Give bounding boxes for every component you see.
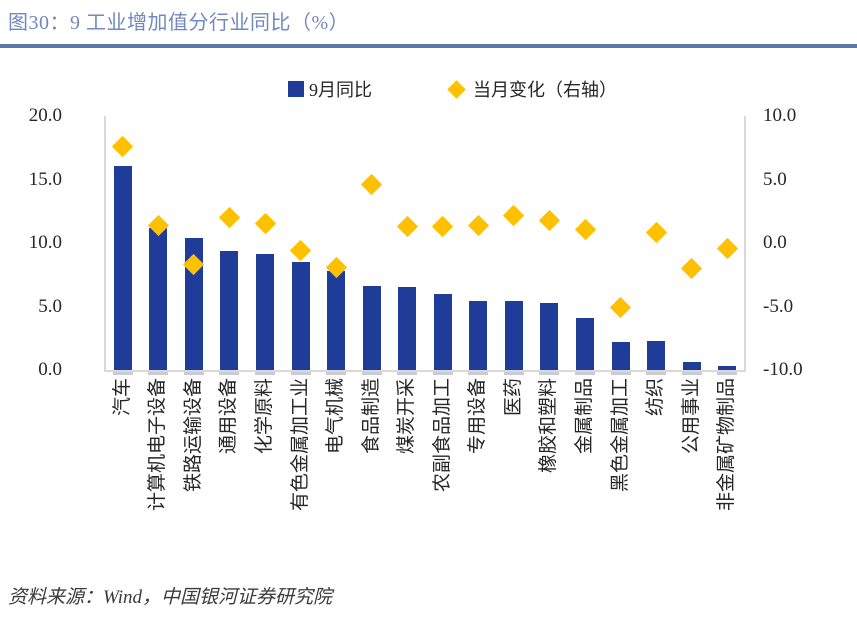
category-label: 化学原料: [254, 378, 275, 455]
diamond-marker: [254, 213, 276, 235]
bar-base: [183, 372, 204, 375]
bar: [433, 293, 452, 370]
bar-base: [255, 372, 275, 375]
bar-base: [681, 372, 702, 375]
bar-base: [468, 372, 489, 375]
bar-series-swatch: [288, 81, 304, 97]
bar: [256, 254, 274, 370]
bar-base: [219, 372, 240, 375]
category-label: 煤炭开采: [396, 378, 418, 455]
category-label: 铁路运输设备: [182, 378, 204, 493]
bar: [504, 301, 523, 370]
diamond-marker: [218, 206, 241, 229]
bar-base: [539, 372, 560, 375]
category-label: 汽车: [111, 378, 133, 417]
bar: [220, 250, 239, 370]
right-axis-tick: 10.0: [763, 105, 797, 126]
diamond-marker: [681, 257, 703, 279]
diamond-marker: [467, 214, 489, 236]
bar: [540, 302, 559, 370]
category-label: 通用设备: [218, 378, 240, 455]
left-axis-tick: 5.0: [38, 295, 62, 317]
bar-base: [575, 372, 595, 375]
right-axis-tick: -5.0: [763, 295, 794, 317]
diamond-marker: [503, 204, 525, 226]
diamond-marker: [289, 240, 312, 262]
bar-base: [646, 372, 667, 375]
diamond-marker: [574, 218, 596, 240]
category-label: 橡胶和塑料: [538, 378, 560, 474]
category-label: 公用事业: [680, 378, 702, 455]
category-label: 计算机电子设备: [147, 378, 169, 512]
bar: [611, 342, 630, 370]
source-note: 资料来源：Wind，中国银河证券研究院: [8, 587, 333, 608]
diamond-marker: [361, 173, 383, 196]
title-divider: [0, 44, 857, 48]
bar-base: [610, 372, 631, 375]
bar: [113, 165, 132, 370]
bar-base: [717, 372, 738, 375]
category-label: 金属制品: [574, 378, 595, 455]
diamond-series-label: 当月变化（右轴）: [473, 80, 617, 100]
chart-legend: 9月同比 当月变化（右轴）: [288, 76, 617, 102]
bar: [469, 301, 488, 370]
right-axis-tick: 5.0: [763, 168, 787, 190]
diamond-marker: [716, 237, 738, 259]
bar-series-label: 9月同比: [309, 80, 372, 100]
right-axis-tick: 0.0: [763, 232, 787, 253]
bar-base: [112, 372, 133, 375]
bar: [398, 287, 417, 370]
right-axis-tick: -10.0: [763, 359, 803, 380]
bar-base: [361, 372, 382, 375]
bar-base: [397, 372, 418, 375]
category-label: 有色金属加工业: [289, 378, 311, 512]
diamond-marker: [396, 215, 418, 238]
diamond-marker: [432, 215, 454, 238]
bar: [327, 270, 346, 370]
figure-title: 图30：9 工业增加值分行业同比（%）: [8, 12, 350, 34]
diamond-marker: [609, 297, 632, 319]
left-axis-tick: 0.0: [38, 359, 62, 380]
bar-base: [148, 372, 169, 375]
category-label: 农副食品加工: [431, 378, 453, 493]
category-label: 黑色金属加工: [609, 378, 631, 493]
bar-base: [290, 372, 311, 375]
bar-base: [326, 372, 347, 375]
left-axis-tick: 10.0: [28, 232, 62, 253]
left-axis-tick: 15.0: [28, 168, 62, 190]
bar-base: [432, 372, 453, 375]
category-label: 纺织: [645, 378, 667, 417]
left-axis-line: [104, 116, 106, 372]
x-axis-line: [104, 370, 746, 372]
category-label: 食品制造: [360, 378, 382, 455]
diamond-marker: [645, 222, 667, 244]
bar: [576, 317, 594, 370]
right-axis-line: [744, 116, 746, 372]
bar: [718, 366, 737, 370]
bar: [362, 286, 381, 370]
category-label: 医药: [502, 378, 524, 417]
left-axis-tick: 20.0: [28, 105, 62, 126]
bar: [647, 340, 666, 370]
diamond-marker: [112, 135, 134, 158]
category-label: 电气机械: [325, 378, 347, 455]
diamond-marker: [538, 209, 561, 231]
category-label: 专用设备: [467, 378, 489, 455]
bar: [682, 362, 701, 370]
category-label: 非金属矿物制品: [716, 378, 738, 512]
bar-base: [503, 372, 524, 375]
bar: [291, 262, 310, 370]
bar: [149, 227, 168, 370]
